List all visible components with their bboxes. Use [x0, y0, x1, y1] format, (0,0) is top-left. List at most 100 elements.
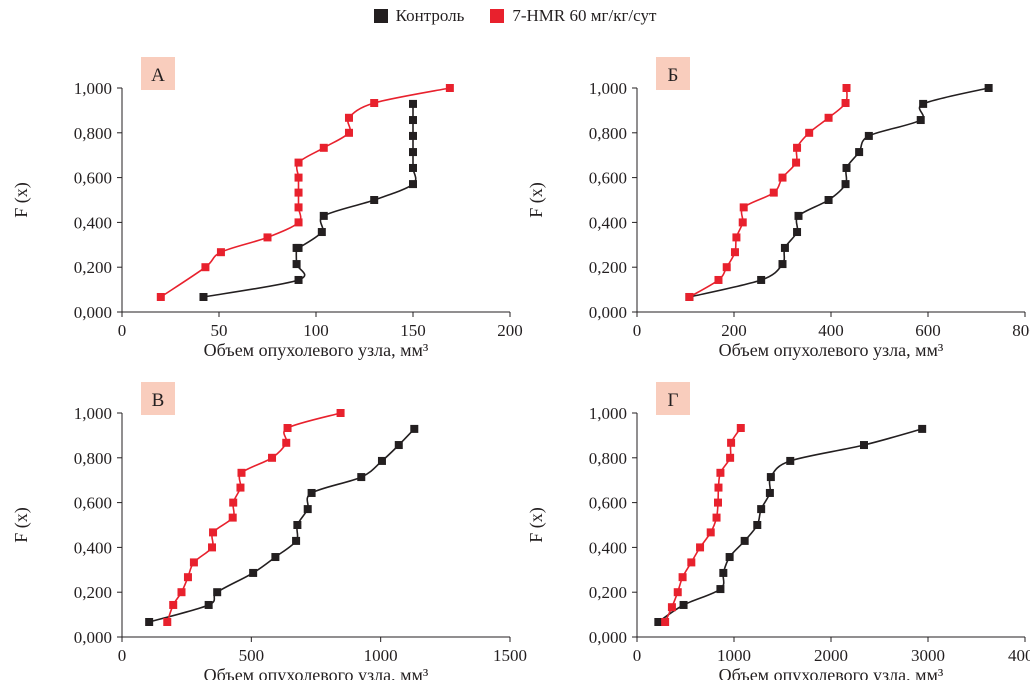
- series-treatment: [661, 424, 745, 626]
- data-point-control: [919, 99, 928, 108]
- data-point-treatment: [282, 438, 291, 447]
- x-tick-label: 1000: [364, 646, 398, 665]
- data-point-control: [357, 473, 366, 482]
- panel-label: Б: [656, 57, 690, 90]
- data-point-control: [753, 521, 762, 529]
- chart-panel-b: Б 0,000 0,200 0,400 0,600 0,800 1,000 0 200 400 60…: [526, 57, 1030, 360]
- legend-item-control: Контроль: [373, 6, 464, 26]
- data-point-treatment: [283, 424, 292, 433]
- y-tick-label: 0,200: [589, 258, 627, 277]
- data-point-treatment: [824, 113, 833, 122]
- y-axis-title: F (x): [11, 182, 32, 218]
- x-axis-title: Объем опухолевого узла, мм³: [204, 340, 429, 360]
- data-point-treatment: [336, 409, 345, 417]
- data-point-control: [842, 163, 851, 172]
- data-point-treatment: [696, 543, 705, 552]
- y-tick-label: 1,000: [589, 79, 627, 98]
- y-tick-label: 0,600: [589, 494, 627, 513]
- data-point-control: [719, 568, 728, 577]
- data-point-treatment: [726, 453, 735, 462]
- data-point-treatment: [805, 128, 814, 137]
- panel-label-text: А: [151, 65, 165, 86]
- legend-item-treatment: 7-HMR 60 мг/кг/сут: [490, 6, 656, 26]
- data-point-treatment: [445, 84, 454, 92]
- series-control: [654, 424, 927, 626]
- data-point-treatment: [344, 113, 353, 122]
- data-point-control: [294, 243, 303, 252]
- panel-label-text: Б: [668, 65, 679, 86]
- y-tick-label: 0,000: [589, 628, 627, 647]
- x-tick-label: 0: [633, 646, 642, 665]
- data-point-control: [766, 473, 775, 482]
- y-tick-label: 0,200: [74, 258, 112, 277]
- data-point-treatment: [201, 263, 210, 272]
- data-point-control: [725, 553, 734, 562]
- y-axis-title: F (x): [526, 182, 547, 218]
- data-point-treatment: [716, 468, 725, 477]
- y-axis-title: F (x): [11, 507, 32, 543]
- data-point-control: [757, 275, 766, 284]
- y-tick-label: 0,600: [74, 169, 112, 188]
- x-tick-label: 1500: [493, 646, 527, 665]
- data-point-treatment: [209, 528, 218, 537]
- data-point-treatment: [169, 600, 178, 609]
- x-tick-label: 0: [118, 321, 127, 340]
- y-tick-label: 1,000: [74, 79, 112, 98]
- x-tick-label: 50: [211, 321, 228, 340]
- series-line-treatment: [688, 87, 848, 298]
- data-point-control: [716, 585, 725, 594]
- data-point-control: [394, 441, 403, 450]
- y-tick-label: 0,200: [589, 583, 627, 602]
- y-tick-label: 0,200: [74, 583, 112, 602]
- data-point-control: [984, 84, 993, 92]
- data-point-treatment: [294, 173, 303, 182]
- data-point-control: [859, 441, 868, 450]
- chart-panel-c: В 0,000 0,200 0,400 0,600 0,800 1,000 0 500 1000 1…: [11, 382, 527, 680]
- series-line-treatment: [166, 412, 341, 623]
- data-point-control: [145, 617, 154, 626]
- data-point-control: [370, 196, 379, 204]
- data-point-control: [864, 131, 873, 140]
- data-point-treatment: [673, 588, 682, 597]
- data-point-treatment: [793, 143, 802, 152]
- data-point-control: [918, 424, 927, 433]
- data-point-control: [793, 228, 802, 237]
- data-point-treatment: [727, 438, 736, 447]
- series-control: [145, 424, 419, 626]
- data-point-treatment: [229, 498, 238, 507]
- x-tick-label: 150: [400, 321, 426, 340]
- series-treatment: [156, 84, 454, 301]
- x-tick-label: 0: [118, 646, 127, 665]
- data-point-treatment: [319, 143, 328, 152]
- data-point-treatment: [183, 573, 192, 582]
- data-point-treatment: [294, 188, 303, 197]
- data-point-control: [409, 116, 417, 125]
- data-point-treatment: [769, 188, 778, 197]
- data-point-control: [319, 211, 328, 220]
- legend-label-treatment: 7-HMR 60 мг/кг/сут: [512, 6, 657, 25]
- data-point-control: [292, 536, 301, 545]
- data-point-treatment: [713, 498, 722, 507]
- data-point-treatment: [712, 513, 721, 522]
- legend-swatch-treatment: [490, 9, 505, 23]
- data-point-treatment: [687, 558, 696, 567]
- y-tick-label: 0,800: [589, 449, 627, 468]
- data-point-control: [778, 260, 787, 269]
- data-point-control: [841, 180, 850, 189]
- data-point-control: [271, 553, 280, 562]
- x-tick-label: 200: [721, 321, 747, 340]
- data-point-treatment: [685, 292, 694, 301]
- data-point-control: [303, 505, 312, 514]
- y-tick-label: 0,400: [589, 213, 627, 232]
- y-tick-label: 0,600: [589, 169, 627, 188]
- data-point-treatment: [730, 248, 739, 257]
- data-point-treatment: [268, 453, 277, 462]
- data-point-treatment: [667, 603, 676, 612]
- x-tick-label: 600: [915, 321, 941, 340]
- panel-label: А: [141, 57, 175, 90]
- x-axis-title: Объем опухолевого узла, мм³: [204, 665, 429, 680]
- data-point-treatment: [736, 424, 745, 433]
- series-treatment: [163, 409, 345, 626]
- y-tick-label: 0,600: [74, 494, 112, 513]
